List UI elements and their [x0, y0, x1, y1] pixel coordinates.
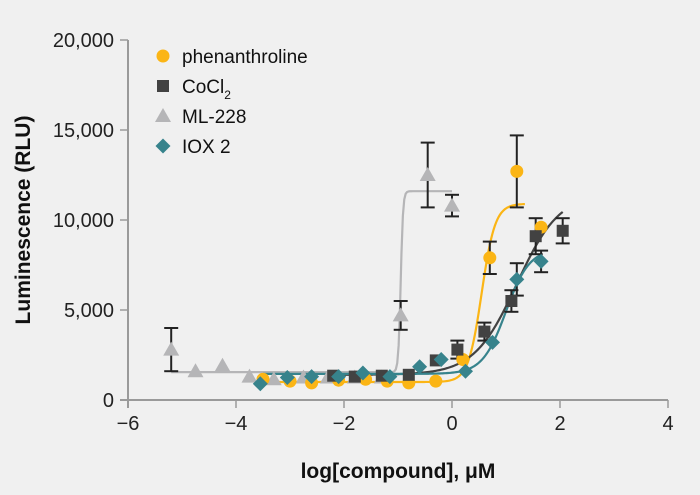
x-tick-label: 0: [446, 413, 457, 435]
point-cocl2: [402, 368, 415, 381]
legend-label-cocl2: CoCl2: [182, 77, 231, 102]
point-ml-228: [444, 197, 460, 212]
fit-curve-cocl2: [333, 211, 564, 376]
x-tick-label: 4: [662, 413, 673, 435]
error-bars: [164, 134, 570, 373]
y-tick-label: 10,000: [53, 210, 114, 232]
x-axis-title: log[compound], μM: [301, 460, 496, 483]
point-iox-2: [279, 370, 295, 385]
legend-marker-iox-2: [155, 138, 171, 154]
point-iox-2: [304, 369, 320, 385]
point-ml-228: [392, 307, 409, 322]
y-tick-label: 5,000: [64, 300, 114, 322]
y-axis-title: Luminescence (RLU): [12, 116, 35, 325]
legend-marker-cocl2: [157, 80, 169, 92]
point-cocl2: [556, 224, 569, 237]
point-iox-2: [485, 334, 500, 350]
legend-marker-ml-228: [155, 108, 171, 122]
point-ml-228: [419, 167, 436, 181]
point-iox-2: [533, 253, 549, 269]
point-iox-2: [252, 376, 268, 392]
point-cocl2: [451, 343, 464, 356]
point-iox-2: [382, 369, 398, 385]
point-ml-228: [163, 341, 180, 356]
point-ml-228: [265, 371, 282, 386]
point-iox-2: [509, 271, 525, 287]
point-iox-2: [412, 359, 428, 375]
y-tick-label: 0: [103, 390, 114, 412]
data-points: [163, 164, 569, 392]
y-tick-label: 15,000: [53, 120, 114, 142]
point-cocl2: [529, 230, 542, 243]
legend-subscript: 2: [224, 88, 231, 102]
point-phenanthroline: [429, 374, 443, 388]
legend-label-ml-228: ML-228: [182, 107, 246, 128]
point-phenanthroline: [510, 164, 524, 178]
axes: 0 5,000 10,000 15,000 20,000 −6 −4 −2 0 2 4: [53, 30, 674, 435]
fit-curves: [171, 190, 564, 384]
x-tick-label: −2: [333, 413, 356, 435]
legend-marker-phenanthroline: [156, 49, 170, 63]
point-cocl2: [478, 325, 491, 338]
point-iox-2: [458, 363, 473, 379]
point-ml-228: [214, 357, 231, 372]
point-cocl2: [505, 295, 518, 307]
point-ml-228: [241, 368, 258, 383]
legend-label-iox-2: IOX 2: [182, 137, 231, 158]
point-ml-228: [187, 363, 204, 378]
point-iox-2: [433, 352, 449, 367]
x-tick-label: 2: [554, 413, 565, 435]
point-iox-2: [355, 365, 371, 381]
fit-curve-ml-228: [171, 190, 452, 374]
legend-label-phenanthroline: phenanthroline: [182, 47, 308, 68]
x-tick-label: −6: [117, 413, 140, 435]
point-phenanthroline: [483, 251, 497, 265]
y-tick-label: 20,000: [53, 30, 114, 52]
legend: phenanthroline CoCl2 ML-228 IOX 2: [155, 47, 308, 158]
point-iox-2: [331, 369, 347, 385]
point-phenanthroline: [456, 353, 470, 366]
x-tick-label: −4: [225, 413, 248, 435]
